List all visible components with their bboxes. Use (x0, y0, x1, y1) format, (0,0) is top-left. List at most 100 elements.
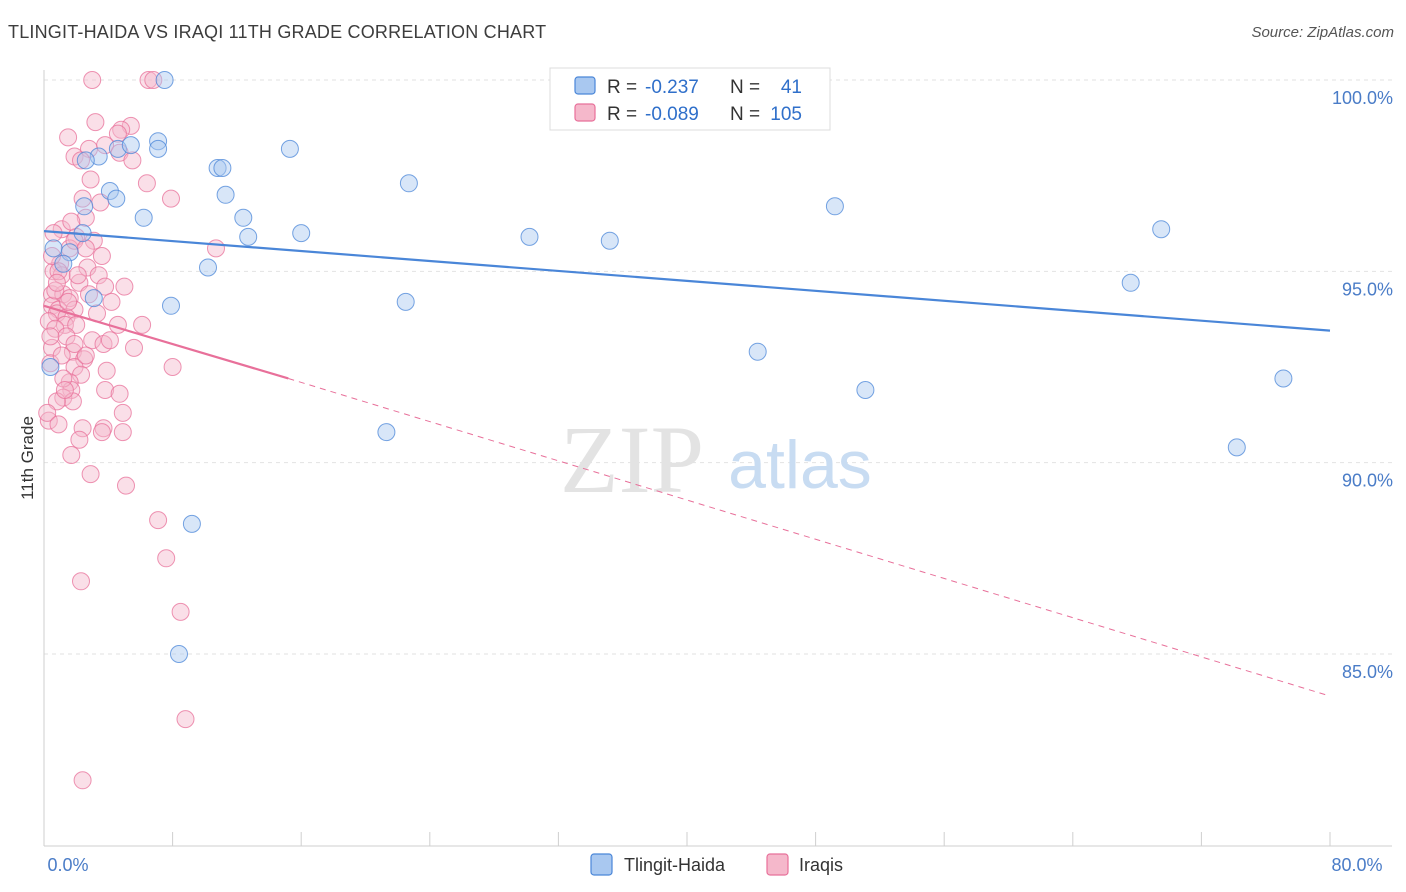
iraqis-point (89, 266, 108, 285)
tlingit-haida-point (1121, 273, 1140, 292)
iraqis-point (49, 415, 68, 434)
bottom-legend-label-iraqis: Iraqis (799, 855, 843, 875)
y-tick-labels: 100.0% 95.0% 90.0% 85.0% (1332, 88, 1393, 682)
tlingit-haida-point (155, 71, 174, 89)
tlingit-haida-point (399, 174, 418, 193)
source-credit: Source: ZipAtlas.com (1251, 24, 1394, 41)
iraqis-point (100, 331, 119, 350)
iraqis-point (43, 338, 61, 357)
iraqis-point (73, 189, 92, 208)
tlingit-haida-point (121, 136, 140, 155)
x-tick-min: 0.0% (47, 855, 88, 875)
legend-r-value-2: -0.089 (645, 104, 699, 125)
y-axis-label: 11th Grade (18, 416, 37, 500)
tlingit-haida-point (54, 254, 73, 273)
tlingit-haida-point (100, 182, 119, 200)
iraqis-point (54, 369, 73, 388)
bottom-legend-swatch-tlingit-haida (590, 853, 613, 876)
legend-swatch-tlingit-haida (574, 76, 596, 95)
iraqis-point (47, 273, 66, 292)
tlingit-haida-point (1152, 220, 1171, 239)
tlingit-haida-point (216, 185, 235, 204)
iraqis-point (96, 277, 115, 296)
y-tick-label: 85.0% (1342, 662, 1393, 682)
iraqis-point (113, 423, 132, 442)
watermark-atlas: atlas (728, 427, 872, 503)
iraqis-point (137, 174, 156, 193)
tlingit-haida-point (825, 197, 844, 216)
tlingit-haida-point (1227, 438, 1246, 457)
legend-box (549, 67, 831, 131)
iraqis-point (83, 71, 102, 89)
tlingit-haida-point (600, 231, 619, 250)
iraqis-point (115, 277, 134, 296)
iraqis-point (68, 266, 87, 285)
legend-swatch-iraqis (574, 103, 596, 122)
iraqis-point (149, 511, 168, 530)
tlingit-haida-point (162, 296, 180, 315)
tlingit-haida-point (149, 132, 168, 151)
series-iraqis-points (38, 71, 225, 790)
tlingit-haida-point (107, 189, 126, 208)
iraqis-point (76, 346, 95, 365)
iraqis-point (96, 381, 115, 399)
legend-n-value-1: 41 (781, 77, 802, 98)
iraqis-point (125, 338, 143, 357)
iraqis-point (86, 113, 105, 132)
tlingit-haida-point (75, 197, 94, 216)
iraqis-point (117, 476, 135, 495)
iraqis-point (72, 151, 90, 170)
iraqis-point (113, 403, 132, 422)
iraqis-point (163, 358, 182, 376)
iraqis-point (76, 208, 95, 227)
tlingit-haida-point (149, 139, 168, 158)
regression-line-iraqis (43, 304, 289, 380)
tlingit-haida-point (280, 139, 299, 158)
watermark-zip: ZIP (560, 406, 704, 513)
iraqis-point (46, 281, 65, 300)
tlingit-haida-point (44, 239, 63, 258)
iraqis-point (110, 384, 129, 403)
chart-title: TLINGIT-HAIDA VS IRAQI 11TH GRADE CORREL… (8, 22, 547, 42)
iraqis-point (52, 346, 71, 365)
iraqis-point (70, 430, 89, 449)
tlingit-haida-point (208, 159, 227, 177)
legend-n-value-2: 105 (770, 104, 802, 125)
regression-line-tlingit-haida (43, 230, 1331, 332)
bottom-legend-label-tlingit-haida: Tlingit-Haida (624, 855, 726, 875)
regression-lines (43, 230, 1331, 697)
tlingit-haida-point (234, 208, 253, 227)
iraqis-point (139, 71, 158, 89)
x-axis-ticks (43, 832, 1331, 846)
iraqis-point (123, 151, 142, 170)
iraqis-point (108, 124, 127, 143)
tlingit-haida-point (60, 243, 79, 262)
legend-r-label-1: R = (607, 77, 637, 98)
tlingit-haida-point (520, 227, 539, 246)
correlation-legend: R = -0.237 N = 41 R = -0.089 N = 105 (549, 67, 831, 131)
iraqis-point (62, 446, 81, 464)
iraqis-point (162, 189, 180, 208)
iraqis-point (133, 315, 152, 334)
iraqis-point (41, 327, 60, 346)
iraqis-point (176, 710, 195, 729)
bottom-legend-swatch-iraqis (766, 853, 789, 876)
tlingit-haida-point (292, 224, 311, 243)
y-tick-label: 100.0% (1332, 88, 1393, 108)
series-tlingit-haida-points (41, 71, 1293, 663)
tlingit-haida-point (377, 423, 396, 442)
tlingit-haida-point (199, 258, 217, 277)
iraqis-point (55, 381, 74, 399)
iraqis-point (97, 361, 116, 380)
iraqis-point (157, 549, 176, 568)
iraqis-point (207, 239, 225, 258)
iraqis-point (70, 273, 89, 292)
iraqis-point (92, 247, 111, 265)
legend-n-label-2: N = (730, 104, 760, 125)
y-tick-label: 95.0% (1342, 279, 1393, 299)
iraqis-point (72, 572, 90, 591)
iraqis-point (73, 771, 92, 790)
iraqis-point (59, 128, 78, 147)
iraqis-point (73, 419, 92, 438)
iraqis-point (92, 423, 111, 442)
